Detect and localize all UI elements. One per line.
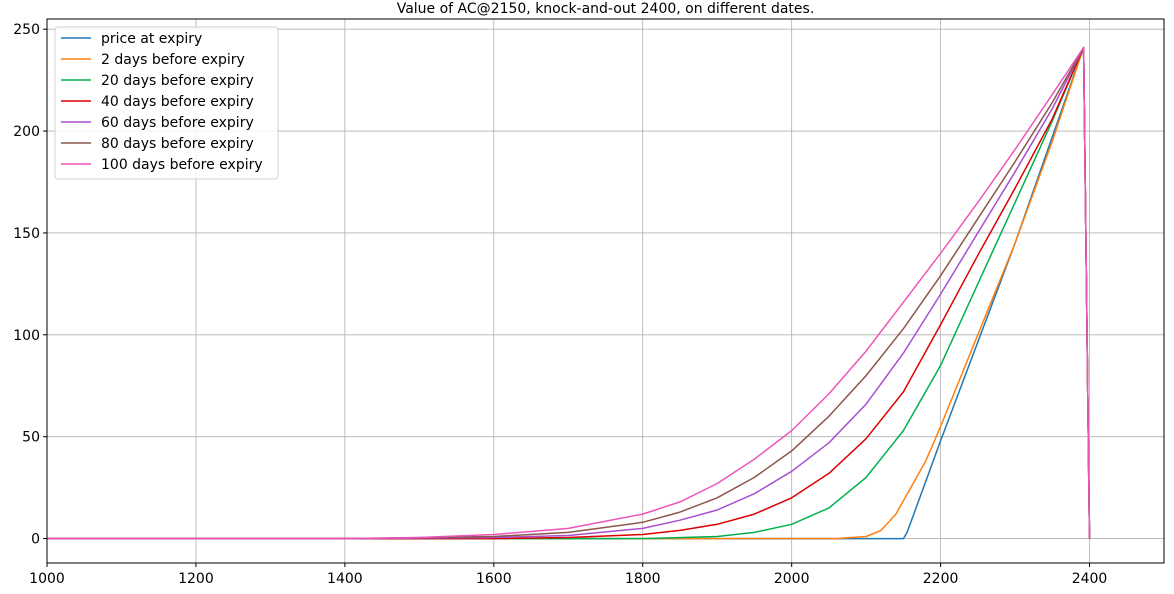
legend-label: 80 days before expiry [101, 136, 254, 152]
x-tick-label: 1800 [625, 571, 661, 587]
x-tick-label: 1600 [476, 571, 512, 587]
y-tick-label: 200 [13, 124, 40, 140]
series-line-4 [47, 46, 1091, 540]
chart-title: Value of AC@2150, knock-and-out 2400, on… [397, 1, 815, 17]
legend-box [54, 26, 279, 180]
series-line-2 [47, 46, 1091, 540]
x-tick-label: 2400 [1072, 571, 1108, 587]
x-tick-label: 2000 [774, 571, 810, 587]
y-tick-label: 50 [22, 430, 40, 446]
plot-frame [46, 18, 1165, 564]
series-line-3 [47, 46, 1091, 540]
legend: price at expiry 2 days before expiry 20 da… [54, 26, 279, 180]
y-tick-label: 100 [13, 328, 40, 344]
legend-label: price at expiry [101, 31, 202, 47]
axis-ticks: 1000 1200 1400 1600 1800 2000 2200 2400 0 50 100 15… [13, 22, 1107, 587]
legend-label: 20 days before expiry [101, 73, 254, 89]
y-tick-label: 150 [13, 226, 40, 242]
y-tick-label: 0 [31, 532, 40, 548]
series-lines [47, 46, 1091, 540]
x-tick-label: 1200 [178, 571, 214, 587]
legend-label: 100 days before expiry [101, 157, 263, 173]
legend-label: 40 days before expiry [101, 94, 254, 110]
x-tick-label: 1400 [327, 571, 363, 587]
grid [46, 19, 1164, 563]
series-line-7 [47, 46, 1091, 540]
legend-label: 60 days before expiry [101, 115, 254, 131]
series-line-6 [47, 46, 1091, 540]
x-tick-label: 1000 [29, 571, 65, 587]
legend-label: 2 days before expiry [101, 52, 245, 68]
series-line-5 [47, 46, 1091, 540]
y-tick-label: 250 [13, 22, 40, 38]
x-tick-label: 2200 [923, 571, 959, 587]
